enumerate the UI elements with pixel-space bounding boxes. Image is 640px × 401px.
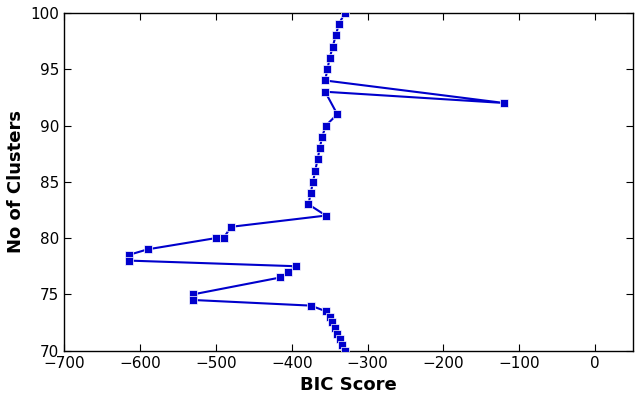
- Y-axis label: No of Clusters: No of Clusters: [7, 110, 25, 253]
- X-axis label: BIC Score: BIC Score: [300, 376, 397, 394]
